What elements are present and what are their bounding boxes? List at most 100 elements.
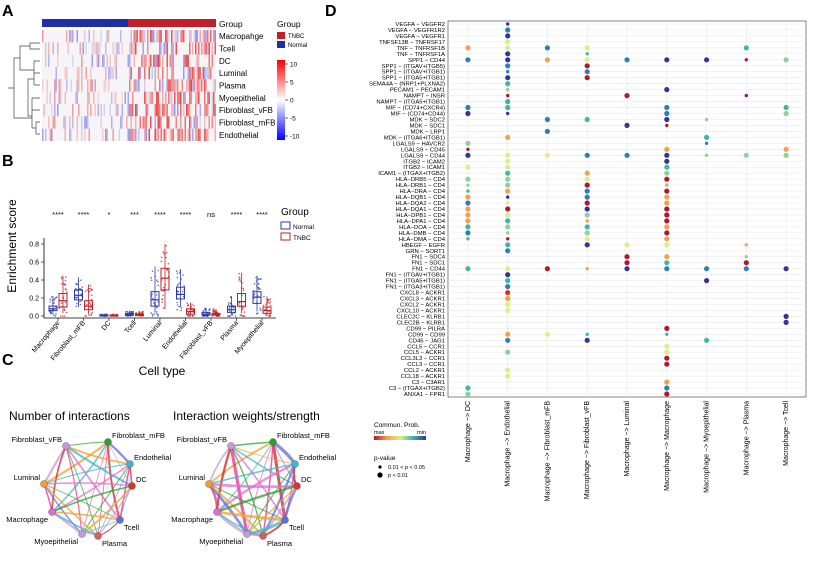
heatmap-cell <box>169 128 171 141</box>
dot <box>585 52 589 56</box>
dot <box>584 116 590 123</box>
heatmap-cell <box>132 128 134 141</box>
dot <box>664 170 670 176</box>
network-edge <box>65 445 99 537</box>
dot <box>704 117 709 122</box>
heatmap-cell <box>193 79 195 92</box>
data-point <box>142 310 144 313</box>
heatmap-cell <box>174 30 176 43</box>
box <box>84 300 93 311</box>
dot <box>624 122 630 128</box>
data-point <box>157 284 160 287</box>
heatmap-cell <box>196 67 198 80</box>
heatmap-cell <box>171 104 173 117</box>
panel-b-boxes <box>48 244 272 317</box>
data-point <box>183 285 185 287</box>
heatmap-cell <box>145 104 147 117</box>
heatmap-cell <box>84 128 86 141</box>
pair-label: CD99 − CD99 <box>408 332 445 338</box>
heatmap-cell <box>199 30 201 43</box>
dot <box>505 45 511 51</box>
data-point <box>157 315 159 317</box>
heatmap-cell <box>88 30 90 43</box>
heatmap-cell <box>168 30 170 43</box>
dot <box>505 158 511 164</box>
data-point <box>253 293 256 295</box>
legend-normal-swatch <box>277 41 285 48</box>
heatmap-cell <box>150 54 152 67</box>
data-point <box>192 315 194 317</box>
heatmap-cell <box>147 104 149 117</box>
pair-label: VEGFA − VEGFR2 <box>395 22 445 28</box>
dot <box>584 45 590 51</box>
heatmap-cell <box>154 79 156 92</box>
legend-pvalue-title: p-value <box>374 455 396 462</box>
heatmap-cell <box>171 54 173 67</box>
colorbar-tick-label: 0 <box>290 98 294 105</box>
dot <box>783 104 789 111</box>
heatmap-cell <box>157 116 159 129</box>
pair-label: FN1 − (ITGAV+ITGB1) <box>386 273 446 279</box>
heatmap-cell <box>184 128 186 141</box>
heatmap-cell <box>183 104 185 117</box>
pair-label: CCL3 − CCR1 <box>407 362 445 368</box>
dot <box>584 212 590 218</box>
data-point <box>162 294 164 297</box>
pair-label: LGALS9 − HAVCR2 <box>393 141 445 147</box>
heatmap-cell <box>42 30 44 43</box>
heatmap-cell <box>160 116 162 129</box>
pair-label: PECAM1 − PECAM1 <box>390 88 445 94</box>
heatmap-cell <box>198 91 200 104</box>
network-node <box>243 530 251 538</box>
heatmap-cell <box>72 116 74 129</box>
data-point <box>81 286 84 288</box>
heatmap-cell <box>154 54 156 67</box>
heatmap-cell <box>88 128 90 141</box>
heatmap-cell <box>178 91 180 104</box>
dot <box>465 110 471 117</box>
data-point <box>65 288 67 291</box>
data-point <box>190 305 193 308</box>
heatmap-cell <box>172 79 174 92</box>
panel-c-title-left: Number of interactions <box>9 409 130 423</box>
heatmap-cell <box>205 67 207 80</box>
heatmap-cell <box>157 30 159 43</box>
network-node-label: Fibroblast_vFB <box>177 435 227 444</box>
heatmap-cell <box>94 79 96 92</box>
dot <box>505 206 511 212</box>
data-point <box>50 296 53 298</box>
ytick-label: 0.0 <box>29 314 39 321</box>
network-edge <box>65 445 83 535</box>
dot <box>743 260 749 266</box>
significance-label: **** <box>52 210 64 219</box>
data-point <box>75 296 77 299</box>
dot <box>664 87 670 93</box>
network-edge <box>262 441 274 537</box>
data-point <box>238 279 240 281</box>
data-point <box>86 303 88 306</box>
heatmap-cell <box>157 91 159 104</box>
heatmap-cell <box>100 104 102 117</box>
heatmap-cell <box>130 104 132 117</box>
heatmap-cell <box>75 91 77 104</box>
heatmap-cell <box>103 54 105 67</box>
pair-label: SPP1 − CD44 <box>408 58 446 64</box>
heatmap-cell <box>133 128 135 141</box>
heatmap-cell <box>96 42 98 55</box>
network-node <box>259 532 267 540</box>
dot <box>664 110 670 117</box>
legend-group-title: Group <box>277 19 301 29</box>
colorbar <box>277 60 285 140</box>
heatmap-cell <box>94 42 96 55</box>
pair-label: MDK − SDC2 <box>409 118 445 124</box>
pair-label: CCL5 − ACKR1 <box>404 350 445 356</box>
panel-c-networks: Number of interactions Interaction weigh… <box>6 409 336 548</box>
heatmap-cell <box>157 104 159 117</box>
dot <box>505 170 511 176</box>
heatmap-cell <box>201 42 203 55</box>
network-edge <box>271 441 287 521</box>
heatmap-cell <box>121 91 123 104</box>
heatmap-cell <box>46 91 48 104</box>
network-edge <box>230 445 264 537</box>
